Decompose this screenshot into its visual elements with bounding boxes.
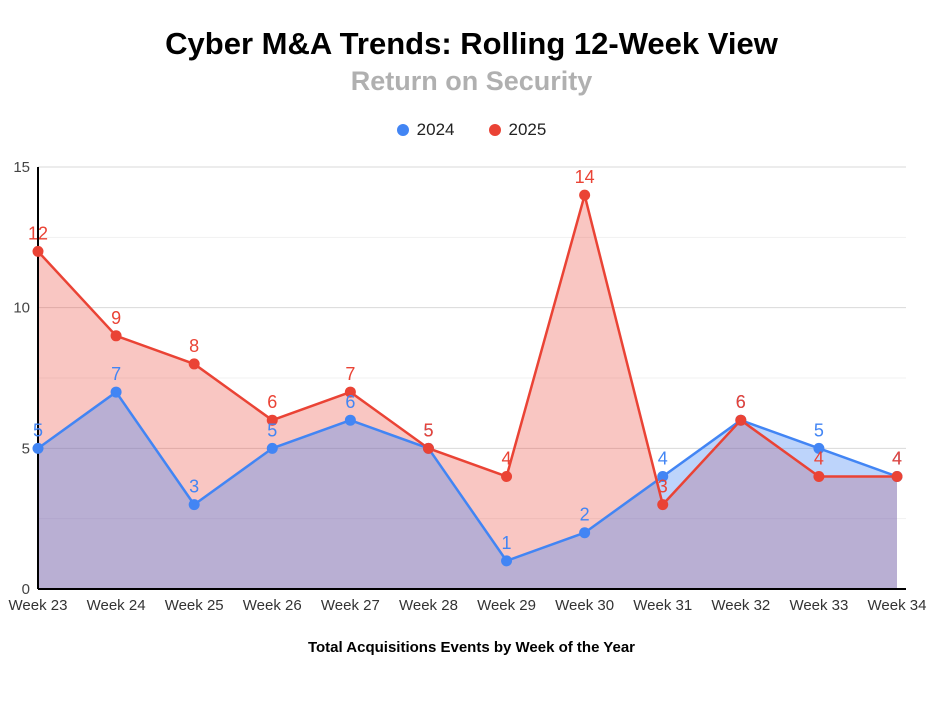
data-point [579, 526, 591, 538]
y-tick-label: 5 [22, 440, 30, 457]
data-label: 7 [111, 364, 121, 384]
x-tick-label: Week 25 [165, 597, 224, 614]
data-label: 4 [502, 448, 512, 468]
series-line-2025 [37, 193, 897, 506]
data-point [344, 386, 356, 398]
legend-item-2025: 2025 [488, 119, 547, 140]
chart-title: Cyber M&A Trends: Rolling 12-Week View [165, 26, 778, 61]
data-point [813, 470, 825, 482]
data-label: 4 [658, 448, 668, 468]
minor-gridlines [38, 236, 906, 519]
legend-label-2025: 2025 [508, 119, 547, 139]
data-label: 3 [658, 476, 668, 496]
x-tick-label: Week 31 [633, 597, 692, 614]
legend-item-2024: 2024 [396, 119, 455, 140]
data-point [579, 189, 591, 201]
series-area-2024 [38, 391, 897, 589]
data-label: 5 [33, 420, 43, 440]
major-gridlines [38, 166, 906, 449]
data-label: 6 [736, 392, 746, 412]
x-tick-label: Week 24 [87, 597, 146, 614]
y-tick-label: 10 [13, 299, 30, 316]
x-tick-label: Week 26 [243, 597, 302, 614]
y-tick-label: 0 [22, 581, 30, 598]
data-label: 6 [267, 392, 277, 412]
series-labels-2024: 5 7 3 5 6 5 1 2 4 6 5 4 [33, 364, 902, 553]
data-point [32, 442, 44, 454]
data-label: 4 [892, 448, 902, 468]
data-label: 5 [267, 420, 277, 440]
data-label: 8 [189, 336, 199, 356]
data-point [266, 414, 278, 426]
data-point [110, 329, 122, 341]
x-tick-label: Week 33 [789, 597, 848, 614]
data-label: 6 [736, 392, 746, 412]
data-label: 4 [814, 448, 824, 468]
data-label: 5 [423, 420, 433, 440]
data-point [344, 414, 356, 426]
legend-swatch [488, 123, 501, 136]
series-area-2025 [38, 194, 897, 589]
chart-area: 5 7 3 5 6 5 1 2 4 6 5 4 12 9 8 6 7 5 4 14 3 6 4 4 0 5 10 15 Week 23 W… [0, 143, 943, 623]
data-label: 3 [189, 476, 199, 496]
data-label: 2 [580, 504, 590, 524]
data-point [501, 470, 513, 482]
data-point [657, 470, 669, 482]
series-points-2025 [32, 189, 903, 510]
legend-label-2024: 2024 [416, 119, 455, 139]
x-tick-label: Week 23 [9, 597, 68, 614]
data-label: 5 [423, 420, 433, 440]
data-point [735, 414, 747, 426]
x-tick-label: Week 29 [477, 597, 536, 614]
series-line-2024 [37, 390, 898, 562]
x-axis-title: Total Acquisitions Events by Week of the… [307, 638, 636, 656]
data-label: 5 [814, 420, 824, 440]
chart-page: Cyber M&A Trends: Rolling 12-Week View R… [0, 26, 943, 728]
data-point [891, 470, 903, 482]
x-axis-labels: Week 23 Week 24 Week 25 Week 26 Week 27 Week … [9, 597, 927, 614]
data-point [657, 498, 669, 510]
x-tick-label: Week 32 [711, 597, 770, 614]
x-tick-label: Week 28 [399, 597, 458, 614]
data-label: 14 [575, 167, 595, 187]
y-axis-labels: 0 5 10 15 [13, 159, 30, 598]
x-tick-label: Week 34 [868, 597, 927, 614]
data-label: 4 [892, 448, 902, 468]
legend: 2024 2025 [0, 119, 943, 141]
data-label: 7 [345, 364, 355, 384]
data-point [501, 555, 513, 567]
data-point [422, 442, 434, 454]
axes [37, 166, 906, 590]
x-tick-label: Week 27 [321, 597, 380, 614]
data-point [813, 442, 825, 454]
data-point [188, 358, 200, 370]
data-point [32, 245, 44, 257]
data-point [266, 442, 278, 454]
data-label: 12 [28, 223, 48, 243]
data-label: 9 [111, 307, 121, 327]
x-tick-label: Week 30 [555, 597, 614, 614]
y-tick-label: 15 [13, 159, 30, 176]
data-label: 1 [502, 533, 512, 553]
series-labels-2025: 12 9 8 6 7 5 4 14 3 6 4 4 [28, 167, 902, 496]
data-label: 6 [345, 392, 355, 412]
data-point [188, 498, 200, 510]
legend-swatch [396, 123, 409, 136]
data-point [110, 386, 122, 398]
chart-subtitle: Return on Security [350, 65, 593, 96]
